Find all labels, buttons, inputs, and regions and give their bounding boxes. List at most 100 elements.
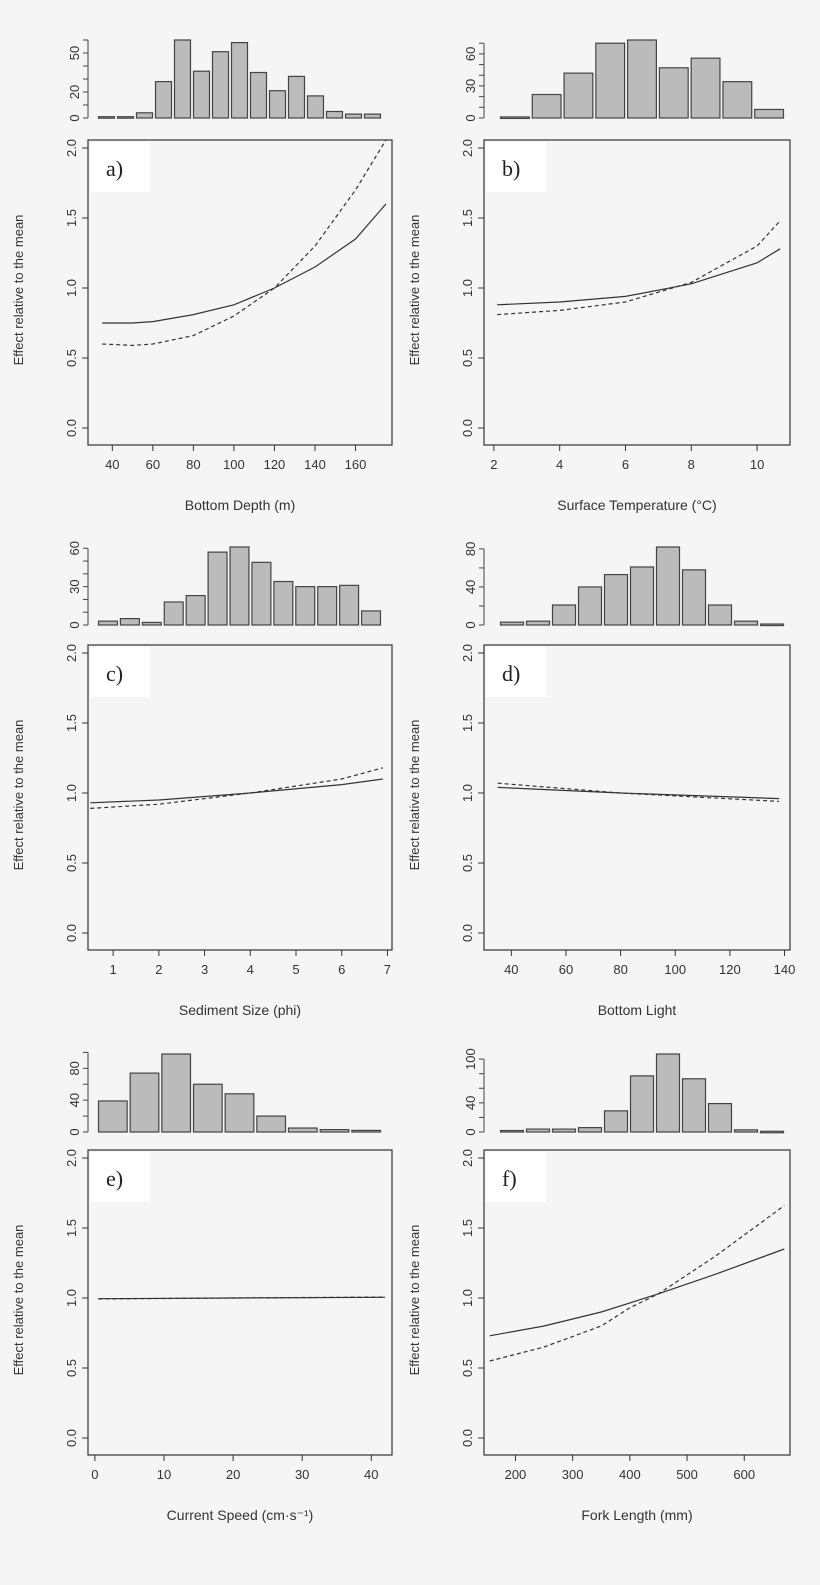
y-axis-label: Effect relative to the mean [407, 1225, 422, 1376]
x-tick-label: 100 [223, 457, 245, 472]
x-tick-label: 3 [201, 962, 208, 977]
y-tick-label: 1.5 [460, 209, 475, 227]
histogram-bar [551, 604, 577, 626]
x-tick-label: 120 [264, 457, 286, 472]
histogram-bar [268, 90, 287, 119]
x-tick-label: 120 [719, 962, 741, 977]
solid-effect-line [102, 203, 387, 324]
y-tick-label: 1.0 [64, 279, 79, 297]
histogram-y-tick-label: 80 [67, 1061, 82, 1075]
x-axis-label: Sediment Size (phi) [179, 1002, 301, 1018]
histogram-bar [185, 594, 206, 626]
histogram-bar [759, 1130, 785, 1134]
histogram-bar [629, 1075, 655, 1133]
panel-label: a) [106, 156, 123, 181]
histogram-bar [499, 1129, 525, 1133]
histogram-bar [563, 72, 594, 119]
histogram-bar [230, 41, 249, 119]
histogram-bar [154, 80, 173, 119]
y-tick-label: 0.5 [460, 349, 475, 367]
x-tick-label: 140 [774, 962, 796, 977]
panel-label: f) [502, 1166, 517, 1191]
panel-c: 0 30 60 0.0 0.5 1.0 1.5 2.0 1 2 3 4 5 6 7 Sediment Size… [11, 541, 393, 1018]
x-tick-label: 10 [750, 457, 764, 472]
y-axis-label: Effect relative to the mean [407, 215, 422, 366]
histogram-bar [733, 620, 759, 626]
x-tick-label: 0 [91, 1467, 98, 1482]
histogram-y-tick-label: 0 [67, 621, 82, 628]
x-tick-label: 40 [105, 457, 119, 472]
histogram-y-tick-label: 0 [463, 1128, 478, 1135]
histogram-bar [119, 618, 140, 626]
histogram-bar [351, 1129, 382, 1133]
histogram-bar [603, 1110, 629, 1133]
histogram-bar [229, 546, 250, 626]
panel-label-box [90, 647, 150, 697]
y-tick-label: 0.0 [64, 419, 79, 437]
histogram-bar [97, 620, 119, 626]
histogram-bar [135, 112, 154, 119]
x-tick-label: 40 [364, 1467, 378, 1482]
histogram-y-tick-label: 0 [463, 114, 478, 121]
panel-label-box [90, 1152, 150, 1202]
dashed-effect-line [497, 782, 780, 802]
histogram-y-tick-label: 40 [67, 1093, 82, 1107]
plot-frame [87, 644, 393, 951]
x-tick-label: 1 [110, 962, 117, 977]
histogram-bar [360, 610, 382, 626]
histogram-y-tick-label: 40 [463, 580, 478, 594]
histogram-bar [224, 1093, 255, 1133]
x-tick-label: 30 [295, 1467, 309, 1482]
x-tick-label: 60 [559, 962, 573, 977]
y-tick-label: 1.5 [460, 714, 475, 732]
histogram-y-tick-label: 60 [463, 47, 478, 61]
histogram-bar [525, 1128, 551, 1133]
panel-label-box [486, 647, 546, 697]
histogram-bar [97, 1100, 128, 1133]
y-tick-label: 0.0 [460, 924, 475, 942]
histogram-bar [658, 67, 689, 119]
histogram-y-tick-label: 30 [463, 79, 478, 93]
histogram-bar [733, 1129, 759, 1133]
histogram-bar [603, 573, 629, 626]
x-axis-label: Surface Temperature (°C) [557, 497, 716, 513]
x-tick-label: 400 [619, 1467, 641, 1482]
histogram-y-tick-label: 0 [67, 114, 82, 121]
histogram-bar [655, 546, 681, 626]
x-axis-label: Bottom Depth (m) [185, 497, 295, 513]
histogram-bar [325, 110, 344, 119]
y-tick-label: 2.0 [64, 644, 79, 662]
histogram-bar [690, 57, 721, 119]
histogram-bar [319, 1129, 350, 1133]
x-tick-label: 80 [613, 962, 627, 977]
x-tick-label: 6 [338, 962, 345, 977]
x-tick-label: 40 [504, 962, 518, 977]
panel-label: b) [502, 156, 520, 181]
y-tick-label: 0.0 [64, 1429, 79, 1447]
histogram-bar [595, 42, 626, 119]
x-tick-label: 2 [155, 962, 162, 977]
histogram-bar [256, 1115, 287, 1133]
x-tick-label: 200 [505, 1467, 527, 1482]
y-tick-label: 1.0 [460, 1289, 475, 1307]
y-tick-label: 1.0 [460, 279, 475, 297]
y-tick-label: 2.0 [460, 1149, 475, 1167]
panel-label-box [90, 142, 150, 192]
histogram-bar [163, 601, 184, 626]
y-axis-label: Effect relative to the mean [11, 720, 26, 871]
histogram-bar [97, 116, 116, 119]
histogram-bar [161, 1053, 192, 1133]
dashed-effect-line [102, 139, 387, 347]
histogram-y-tick-label: 100 [463, 1048, 478, 1070]
solid-effect-line [497, 786, 780, 800]
x-tick-label: 2 [490, 457, 497, 472]
panel-f: 0 40 100 0.0 0.5 1.0 1.5 2.0 200 300 400 500 600 Fork… [407, 1048, 791, 1523]
histogram-y-tick-label: 50 [67, 46, 82, 60]
histogram-bar [251, 561, 272, 626]
histogram-bar [499, 621, 525, 626]
histogram-bar [249, 71, 268, 119]
y-axis-label: Effect relative to the mean [11, 215, 26, 366]
panel-label: d) [502, 661, 520, 686]
x-tick-label: 300 [562, 1467, 584, 1482]
